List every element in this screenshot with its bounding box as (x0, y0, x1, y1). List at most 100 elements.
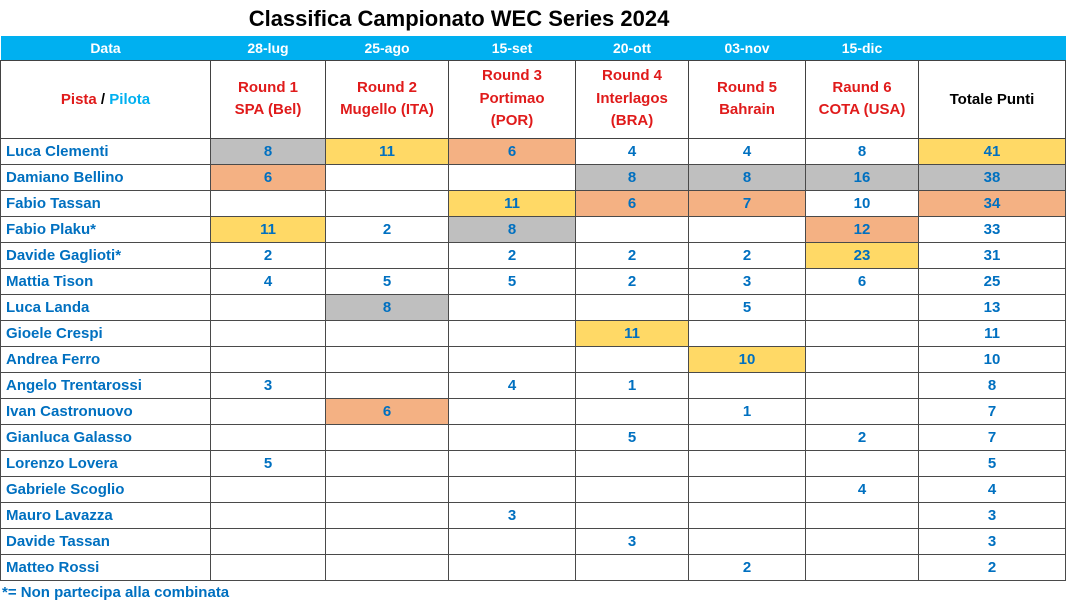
driver-name-cell: Angelo Trentarossi (0, 371, 211, 399)
driver-name-cell: Davide Tassan (0, 527, 211, 555)
table-row: Ivan Castronuovo 6 1 7 (0, 397, 1066, 425)
table-row: Mauro Lavazza 3 3 (0, 501, 1066, 529)
round-header-line: Round 3 (482, 67, 542, 85)
total-points-cell: 33 (918, 215, 1066, 243)
points-cell: 2 (688, 553, 806, 581)
footnote: *= Non partecipa alla combinata (2, 583, 230, 601)
total-points-cell: 7 (918, 397, 1066, 425)
points-cell: 6 (448, 137, 576, 165)
total-points-cell: 10 (918, 345, 1066, 373)
points-cell (448, 293, 576, 321)
date-header-row: Data 28-lug 25-ago 15-set 20-ott 03-nov 15-di… (0, 36, 1066, 60)
points-cell (325, 241, 449, 269)
points-cell: 2 (325, 215, 449, 243)
points-cell (575, 215, 689, 243)
total-points-cell: 3 (918, 527, 1066, 555)
table-row: Angelo Trentarossi 3 4 1 8 (0, 371, 1066, 399)
points-cell (325, 449, 449, 477)
points-cell (448, 423, 576, 451)
points-cell (688, 527, 806, 555)
points-cell (805, 319, 919, 347)
points-cell (325, 423, 449, 451)
points-cell (210, 293, 326, 321)
points-cell: 7 (688, 189, 806, 217)
driver-name-cell: Gianluca Galasso (0, 423, 211, 451)
points-cell (805, 371, 919, 399)
total-points-cell: 4 (918, 475, 1066, 503)
round-header-line: (POR) (490, 112, 534, 130)
points-cell: 5 (448, 267, 576, 295)
points-cell (688, 371, 806, 399)
round-header-line: Raund 6 (832, 78, 892, 96)
total-points-cell: 25 (918, 267, 1066, 295)
points-cell (448, 319, 576, 347)
table-row: Davide Gaglioti* 2 2 2 2 23 31 (0, 241, 1066, 269)
table-row: Davide Tassan 3 3 (0, 527, 1066, 555)
points-cell (210, 423, 326, 451)
points-cell (448, 553, 576, 581)
points-cell (688, 501, 806, 529)
points-cell: 5 (688, 293, 806, 321)
round-header-line: SPA (Bel) (234, 101, 302, 118)
points-cell (448, 449, 576, 477)
round-header-line: Bahrain (719, 101, 775, 118)
total-points-cell: 11 (918, 319, 1066, 347)
round-header-line: COTA (USA) (818, 101, 906, 118)
date-cell: 25-ago (325, 36, 449, 60)
points-cell: 5 (575, 423, 689, 451)
points-cell: 6 (575, 189, 689, 217)
points-cell (210, 189, 326, 217)
driver-name-cell: Luca Clementi (0, 137, 211, 165)
total-points-cell: 8 (918, 371, 1066, 399)
driver-name-cell: Mauro Lavazza (0, 501, 211, 529)
points-cell (575, 553, 689, 581)
points-cell (575, 475, 689, 503)
driver-name-cell: Luca Landa (0, 293, 211, 321)
pilota-label: Pilota (109, 90, 151, 108)
round-header-cell: Round 3 Portimao (POR) (448, 59, 576, 139)
points-cell: 10 (805, 189, 919, 217)
table-row: Mattia Tison 4 5 5 2 3 6 25 (0, 267, 1066, 295)
points-cell: 8 (575, 163, 689, 191)
table-row: Andrea Ferro 10 10 (0, 345, 1066, 373)
round-header-line: Round 5 (717, 78, 777, 96)
table-row: Matteo Rossi 2 2 (0, 553, 1066, 581)
page-title: Classifica Campionato WEC Series 2024 (248, 6, 670, 31)
points-cell (325, 527, 449, 555)
total-points-cell: 38 (918, 163, 1066, 191)
points-cell (325, 319, 449, 347)
total-points-header: Totale Punti (918, 59, 1066, 139)
date-cell: 15-set (448, 36, 576, 60)
points-cell: 10 (688, 345, 806, 373)
round-header-cell: Round 1 SPA (Bel) (210, 59, 326, 139)
points-cell (575, 293, 689, 321)
date-cell: 03-nov (688, 36, 806, 60)
points-cell (448, 163, 576, 191)
points-cell (210, 397, 326, 425)
total-points-cell: 2 (918, 553, 1066, 581)
driver-name-cell: Lorenzo Lovera (0, 449, 211, 477)
points-cell: 4 (688, 137, 806, 165)
points-cell (210, 527, 326, 555)
points-cell: 2 (688, 241, 806, 269)
round-header-row: Pista / Pilota Round 1 SPA (Bel) Round 2 Mu… (0, 59, 1066, 139)
round-header-line: Interlagos (596, 89, 668, 107)
date-row-label: Data (0, 36, 211, 60)
points-cell (325, 345, 449, 373)
points-cell: 11 (325, 137, 449, 165)
driver-name-cell: Fabio Plaku* (0, 215, 211, 243)
total-points-cell: 31 (918, 241, 1066, 269)
driver-name-cell: Fabio Tassan (0, 189, 211, 217)
table-row: Luca Clementi 8 11 6 4 4 8 41 (0, 137, 1066, 165)
round-header-line: Round 2 (357, 78, 417, 96)
driver-name-cell: Mattia Tison (0, 267, 211, 295)
round-header-cell: Round 2 Mugello (ITA) (325, 59, 449, 139)
points-cell: 3 (575, 527, 689, 555)
round-header-cell: Round 4 Interlagos (BRA) (575, 59, 689, 139)
total-points-cell: 34 (918, 189, 1066, 217)
points-cell: 8 (210, 137, 326, 165)
points-cell: 4 (805, 475, 919, 503)
round-header-cell: Round 5 Bahrain (688, 59, 806, 139)
date-row-empty-cell (918, 36, 1066, 60)
points-cell (688, 449, 806, 477)
